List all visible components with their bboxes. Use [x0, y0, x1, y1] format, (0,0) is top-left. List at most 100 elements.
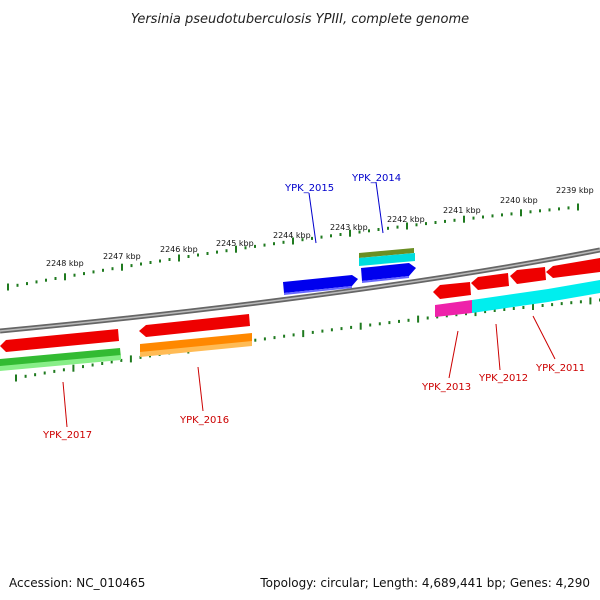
ruler-minor-tick — [482, 215, 484, 219]
ruler-minor-tick — [465, 312, 467, 316]
ruler-major-tick — [474, 309, 477, 317]
ruler-minor-tick — [398, 319, 400, 323]
gene-label-ypk-2013[interactable]: YPK_2013 — [421, 382, 471, 393]
gene-ypk-2011[interactable] — [510, 258, 600, 302]
ruler-major-tick — [64, 273, 66, 281]
ruler-minor-tick — [570, 301, 573, 305]
ruler-major-tick — [577, 203, 579, 211]
gene-label-ypk-2014[interactable]: YPK_2014 — [351, 173, 401, 184]
ruler-minor-tick — [311, 330, 314, 334]
ruler-label: 2248 kbp — [46, 259, 84, 268]
ruler-minor-tick — [369, 323, 372, 327]
ruler-minor-tick — [560, 302, 563, 306]
ruler-minor-tick — [26, 282, 28, 286]
ruler-minor-tick — [101, 362, 104, 365]
ruler-minor-tick — [273, 336, 276, 340]
ruler-minor-tick — [491, 214, 494, 218]
ruler-minor-tick — [510, 212, 513, 216]
ruler-minor-tick — [484, 310, 487, 314]
ruler-minor-tick — [83, 272, 85, 276]
ruler-major-tick — [129, 355, 132, 363]
ruler-minor-tick — [330, 328, 333, 332]
ruler-minor-tick — [24, 374, 27, 378]
ruler-minor-tick — [91, 363, 94, 367]
ruler-minor-tick — [301, 238, 304, 242]
gene-ypk-2013[interactable] — [433, 282, 472, 317]
ruler-minor-tick — [225, 249, 228, 253]
ruler-minor-tick — [45, 278, 47, 282]
ruler-minor-tick — [539, 209, 541, 213]
ruler-minor-tick — [244, 246, 247, 250]
ruler-minor-tick — [529, 210, 532, 214]
ruler-minor-tick — [358, 230, 361, 234]
ruler-minor-tick — [187, 255, 190, 258]
ruler-minor-tick — [387, 226, 389, 230]
ruler-minor-tick — [445, 314, 448, 318]
ruler-minor-tick — [53, 369, 56, 373]
ruler-minor-tick — [263, 337, 266, 341]
gene-label-ypk-2016[interactable]: YPK_2016 — [179, 415, 229, 426]
gene-ypk-2015[interactable] — [283, 275, 358, 295]
gene-label-ypk-2015[interactable]: YPK_2015 — [284, 183, 334, 194]
ruler-minor-tick — [43, 371, 46, 375]
ruler-minor-tick — [340, 327, 343, 331]
ruler-minor-tick — [321, 329, 324, 333]
gene-ypk-2012[interactable] — [471, 273, 548, 313]
genome-summary-text: Topology: circular; Length: 4,689,441 bp… — [259, 576, 590, 590]
ruler-minor-tick — [254, 338, 257, 342]
ruler-label: 2246 kbp — [160, 245, 198, 254]
gene-ypk-2016[interactable] — [139, 314, 252, 357]
ruler-minor-tick — [378, 322, 381, 326]
ruler-label: 2245 kbp — [216, 239, 254, 248]
ruler-major-tick — [121, 263, 123, 271]
gene-label-ypk-2011[interactable]: YPK_2011 — [535, 363, 585, 374]
ruler-minor-tick — [368, 229, 370, 233]
ruler-label: 2243 kbp — [330, 223, 368, 232]
ruler-major-tick — [292, 237, 294, 245]
gene-label-ypk-2017[interactable]: YPK_2017 — [42, 430, 92, 441]
ruler-minor-tick — [377, 228, 380, 231]
ruler-minor-tick — [16, 283, 19, 287]
ruler-minor-tick — [34, 373, 37, 377]
ruler-minor-tick — [140, 262, 142, 266]
ruler-minor-tick — [254, 244, 256, 248]
ruler-minor-tick — [110, 360, 113, 364]
ruler-minor-tick — [396, 225, 399, 229]
ruler-minor-tick — [82, 365, 84, 369]
ruler-minor-tick — [551, 303, 554, 307]
ruler-minor-tick — [339, 233, 342, 236]
gene-ypk-2017[interactable] — [0, 329, 121, 371]
genome-title: Yersinia pseudotuberculosis YPIII, compl… — [131, 12, 469, 27]
ruler-label: 2242 kbp — [387, 215, 425, 224]
ruler-minor-tick — [168, 258, 171, 261]
ruler-minor-tick — [206, 252, 209, 255]
ruler-minor-tick — [512, 307, 515, 310]
ruler-minor-tick — [350, 325, 353, 329]
ruler-minor-tick — [453, 218, 456, 222]
ruler-minor-tick — [330, 234, 332, 238]
ruler-minor-tick — [558, 207, 560, 211]
ruler-major-tick — [417, 315, 420, 323]
ruler-major-tick — [178, 254, 180, 262]
ruler-minor-tick — [455, 313, 458, 317]
gene-label-ypk-2012[interactable]: YPK_2012 — [478, 373, 528, 384]
ruler-minor-tick — [54, 277, 57, 280]
ruler-major-tick — [7, 283, 9, 291]
ruler-label: 2244 kbp — [273, 231, 311, 240]
ruler-minor-tick — [273, 242, 275, 246]
ruler-minor-tick — [320, 235, 323, 239]
ruler-minor-tick — [263, 243, 266, 247]
ruler-minor-tick — [62, 368, 65, 372]
outer-ruler — [7, 203, 579, 291]
ruler-major-tick — [532, 303, 534, 310]
ruler-minor-tick — [35, 280, 38, 284]
gene-ypk-2014[interactable] — [359, 248, 416, 283]
ruler-minor-tick — [311, 236, 313, 240]
ruler-minor-tick — [102, 268, 104, 272]
ruler-major-tick — [463, 215, 465, 223]
ruler-minor-tick — [493, 309, 496, 312]
ruler-minor-tick — [120, 358, 123, 362]
ruler-minor-tick — [522, 306, 525, 309]
ruler-major-tick — [349, 229, 351, 237]
